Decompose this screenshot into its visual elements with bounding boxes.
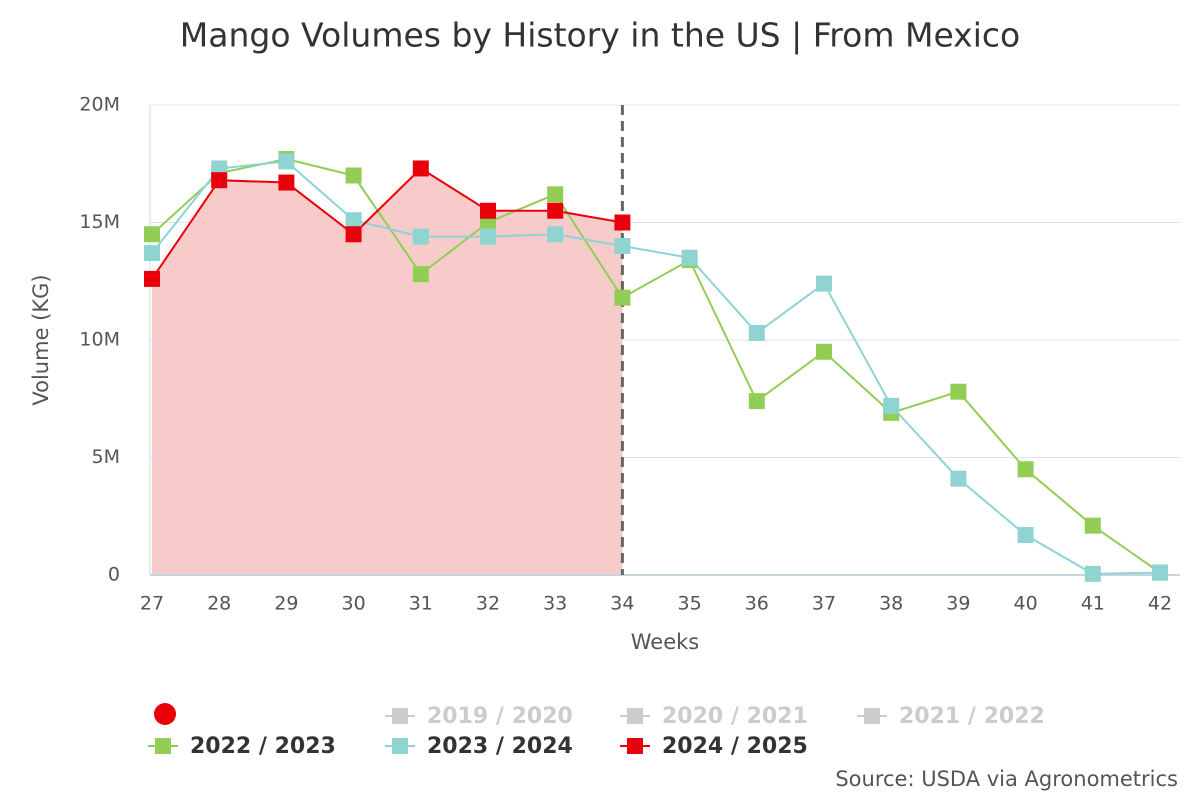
point xyxy=(614,214,631,231)
point xyxy=(614,289,631,306)
y-tick-label: 0 xyxy=(108,564,120,586)
legend-hidden-symbol xyxy=(627,708,643,724)
legend-symbol xyxy=(627,738,643,754)
point xyxy=(345,167,362,184)
legend-hidden-label: 2021 / 2022 xyxy=(899,704,1045,729)
point xyxy=(748,393,765,410)
point xyxy=(480,202,496,219)
point xyxy=(1017,527,1034,544)
x-tick-label: 42 xyxy=(1148,593,1172,615)
point xyxy=(144,245,160,262)
point xyxy=(883,397,900,414)
point xyxy=(412,160,429,177)
legend-label: 2023 / 2024 xyxy=(427,734,573,759)
series-line xyxy=(151,160,1161,575)
point xyxy=(278,153,295,170)
point xyxy=(278,174,295,191)
point xyxy=(547,202,564,219)
point xyxy=(1084,517,1101,534)
x-tick-label: 39 xyxy=(946,593,970,615)
point xyxy=(614,238,631,254)
x-tick-label: 28 xyxy=(207,593,231,615)
point xyxy=(345,226,362,243)
y-tick-label: 10M xyxy=(79,329,120,351)
point xyxy=(144,270,160,287)
x-tick-label: 27 xyxy=(140,593,164,615)
x-tick-label: 31 xyxy=(409,593,433,615)
x-tick-label: 35 xyxy=(678,593,702,615)
legend-hidden-symbol xyxy=(864,708,880,724)
x-axis-label: Weeks xyxy=(631,630,699,654)
x-tick-label: 30 xyxy=(342,593,366,615)
area xyxy=(152,168,623,575)
point xyxy=(412,228,429,245)
point xyxy=(816,275,832,292)
point xyxy=(144,226,160,243)
legend-symbol xyxy=(392,738,408,754)
point xyxy=(950,470,967,487)
x-tick-label: 36 xyxy=(745,593,769,615)
y-tick-label: 15M xyxy=(79,211,120,233)
point xyxy=(816,343,832,360)
point xyxy=(345,212,362,229)
legend-hidden-label: 2020 / 2021 xyxy=(662,704,808,729)
y-axis-label: Volume (KG) xyxy=(29,274,53,405)
point xyxy=(412,266,429,283)
legend-symbol xyxy=(155,738,171,754)
legend-hidden-label: 2019 / 2020 xyxy=(427,704,573,729)
point xyxy=(547,186,564,203)
point xyxy=(1152,564,1168,581)
point xyxy=(211,172,228,189)
x-tick-label: 29 xyxy=(274,593,298,615)
series-line xyxy=(151,158,1161,574)
point xyxy=(1017,461,1034,478)
point xyxy=(1084,565,1101,582)
legend-label: 2022 / 2023 xyxy=(190,734,336,759)
x-tick-label: 33 xyxy=(543,593,567,615)
x-tick-label: 37 xyxy=(812,593,836,615)
x-tick-label: 41 xyxy=(1081,593,1105,615)
y-tick-label: 5M xyxy=(92,446,120,468)
point xyxy=(748,324,765,341)
point xyxy=(547,226,564,243)
legend-hidden-symbol xyxy=(392,708,408,724)
x-tick-label: 38 xyxy=(879,593,903,615)
series-line xyxy=(151,167,623,280)
point xyxy=(480,228,496,245)
x-tick-label: 40 xyxy=(1014,593,1038,615)
source: Source: USDA via Agronometrics xyxy=(835,767,1178,791)
legend-label: 2024 / 2025 xyxy=(662,734,808,759)
point xyxy=(681,249,698,266)
x-tick-label: 32 xyxy=(476,593,500,615)
chart-title: Mango Volumes by History in the US | Fro… xyxy=(180,16,1020,55)
legend-dot xyxy=(154,703,176,725)
y-tick-label: 20M xyxy=(79,94,120,116)
x-tick-label: 34 xyxy=(610,593,634,615)
point xyxy=(950,383,967,400)
